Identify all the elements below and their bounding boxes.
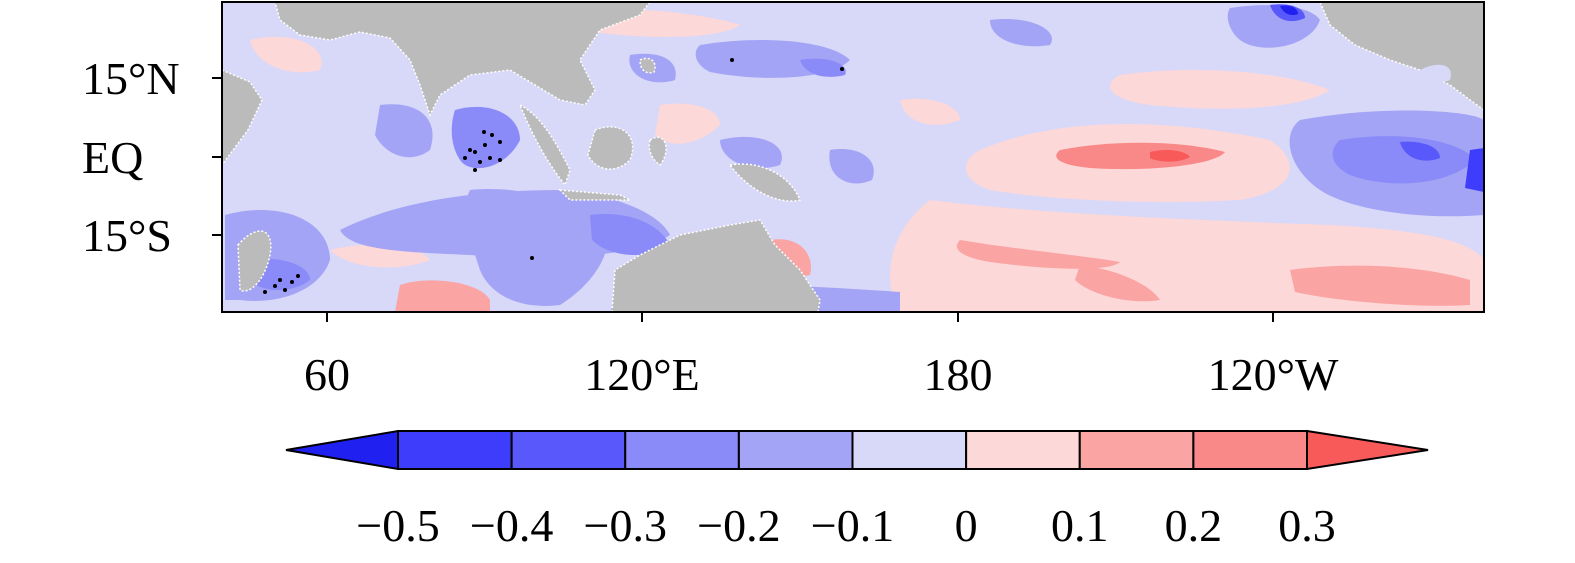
colorbar-segment <box>737 430 854 470</box>
asia-landmass <box>222 2 651 117</box>
colorbar: −0.5 −0.4 −0.3 −0.2 −0.1 0 0.1 0.2 0.3 <box>285 429 1429 551</box>
x-tick-label-120w: 120°W <box>1208 349 1339 400</box>
madagascar-island <box>237 230 272 292</box>
y-tick-label-15s: 15°S <box>82 210 172 261</box>
colorbar-tick-label: −0.2 <box>697 500 780 551</box>
colorbar-extend-min <box>285 429 399 471</box>
x-tick-label-120e: 120°E <box>584 349 700 400</box>
colorbar-tick-label: 0.1 <box>1051 500 1109 551</box>
colorbar-tick-label: 0.2 <box>1165 500 1223 551</box>
colorbar-segment <box>851 430 968 470</box>
x-tick-label-60: 60 <box>304 349 350 400</box>
colorbar-extend-max <box>1306 429 1429 471</box>
colorbar-segment <box>1192 430 1308 470</box>
colorbar-tick-label: −0.4 <box>470 500 553 551</box>
y-tick-label-15n: 15°N <box>82 53 180 104</box>
australia-landmass <box>611 219 821 312</box>
land-masses <box>222 2 1484 312</box>
colorbar-tick-label: 0.3 <box>1278 500 1336 551</box>
colorbar-tick-label: −0.3 <box>584 500 667 551</box>
significance-stippling <box>263 58 844 294</box>
north-america-landmass <box>1319 2 1484 111</box>
colorbar-tick-label: 0 <box>955 500 978 551</box>
sulawesi-island <box>648 136 667 167</box>
x-tick-label-180: 180 <box>924 349 993 400</box>
map-panel <box>222 2 1484 312</box>
sumatra-island <box>518 103 571 187</box>
africa-landmass <box>222 69 263 167</box>
new-guinea-island <box>728 163 802 202</box>
colorbar-tick-label: −0.1 <box>811 500 894 551</box>
colorbar-segment <box>510 430 627 470</box>
y-axis: 15°N EQ 15°S <box>82 53 222 261</box>
colorbar-segment <box>1078 430 1195 470</box>
borneo-island <box>587 126 634 170</box>
colorbar-tick-label: −0.5 <box>356 500 439 551</box>
colorbar-segment <box>397 430 513 470</box>
colorbar-segment <box>624 430 740 470</box>
philippines-island <box>639 57 656 74</box>
x-axis: 60 120°E 180 120°W <box>304 312 1339 400</box>
y-tick-label-eq: EQ <box>82 132 143 183</box>
colorbar-segment <box>965 430 1081 470</box>
java-island <box>558 189 631 201</box>
